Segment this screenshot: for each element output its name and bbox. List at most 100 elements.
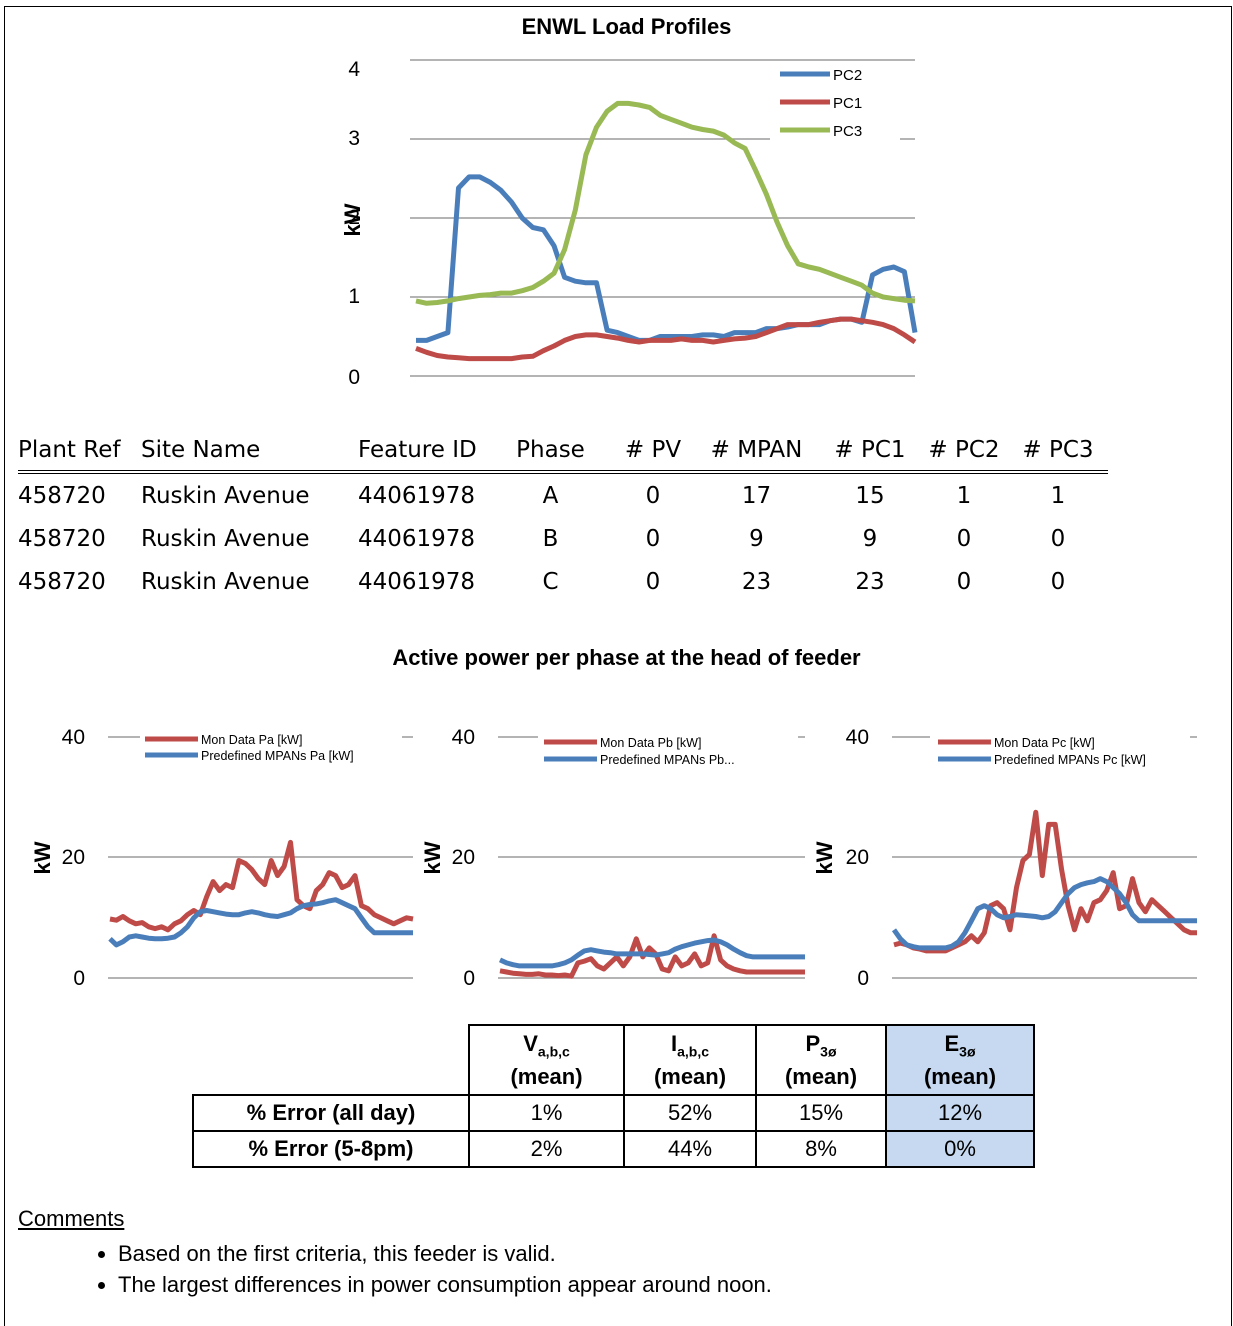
cell-phase: B	[542, 525, 559, 552]
cell-pv: 0	[645, 568, 661, 595]
y-axis-label: kW	[30, 841, 55, 874]
site-table-header-row: Plant Ref Site Name Feature ID Phase # P…	[18, 430, 1108, 474]
legend-label-mon: Mon Data Pb [kW]	[600, 736, 701, 750]
ytick-40: 40	[846, 726, 869, 749]
header-power: P3ø (mean)	[755, 1024, 887, 1096]
header-current: Ia,b,c (mean)	[623, 1024, 757, 1096]
y-axis-label: kW	[812, 841, 837, 874]
error-table: Va,b,c (mean) Ia,b,c (mean) P3ø (mean) E3ø(…	[192, 1024, 1035, 1168]
cell-pv: 0	[645, 525, 661, 552]
col-pc2: # PC2	[920, 430, 1008, 474]
error-table-header-row: Va,b,c (mean) Ia,b,c (mean) P3ø (mean) E3ø(…	[193, 1024, 1035, 1096]
plot-area	[891, 809, 1197, 954]
col-plant-ref: Plant Ref	[18, 430, 141, 474]
series-line-pc1	[415, 316, 917, 362]
y-axis-label: kW	[340, 203, 365, 236]
cell-pc3: 0	[1050, 568, 1066, 595]
section-title: Active power per phase at the head of fe…	[392, 645, 861, 670]
row-label: % Error (all day)	[192, 1094, 470, 1132]
cell-value: 44%	[623, 1130, 757, 1168]
cell-plant-ref: 458720	[18, 525, 106, 552]
cell-plant-ref: 458720	[18, 568, 106, 595]
col-pc1: # PC1	[820, 430, 920, 474]
cell-mpan: 17	[741, 482, 772, 509]
legend-label-mon: Mon Data Pc [kW]	[994, 736, 1095, 750]
ytick-2: 2	[348, 206, 360, 229]
ytick-40: 40	[452, 726, 475, 749]
ytick-0: 0	[463, 967, 475, 990]
series-line-predefined-mpans-pa-kw	[108, 897, 413, 948]
plot-area	[498, 933, 805, 979]
cell-feature-id: 44061978	[358, 482, 476, 509]
col-phase: Phase	[488, 430, 613, 474]
ytick-40: 40	[62, 726, 85, 749]
y-axis-label: kW	[420, 841, 445, 874]
cell-value: 15%	[755, 1094, 887, 1132]
cell-pc2: 1	[956, 482, 972, 509]
table-row: 458720 Ruskin Avenue 44061978 A 0 17 15 …	[18, 472, 1108, 517]
row-label: % Error (5-8pm)	[192, 1130, 470, 1168]
comments-list: Based on the first criteria, this feeder…	[65, 1238, 772, 1300]
series-line-pc2	[416, 174, 918, 343]
page-frame	[4, 6, 1232, 1326]
legend-label-predef: Predefined MPANs Pb...	[600, 753, 735, 767]
header-voltage: Va,b,c (mean)	[468, 1024, 625, 1096]
header-energy: E3ø (mean)	[885, 1024, 1035, 1096]
cell-pv: 0	[645, 482, 661, 509]
list-item: The largest differences in power consump…	[118, 1269, 772, 1300]
cell-site-name: Ruskin Avenue	[141, 568, 310, 595]
cell-value: 2%	[468, 1130, 625, 1168]
cell-value: 0%	[885, 1130, 1035, 1168]
col-site-name: Site Name	[141, 430, 358, 474]
legend-label-pc1: PC1	[833, 95, 862, 112]
ytick-20: 20	[846, 846, 869, 869]
cell-plant-ref: 458720	[18, 482, 106, 509]
series-line-pc3	[415, 100, 916, 306]
cell-pc1: 9	[862, 525, 878, 552]
cell-mpan: 9	[749, 525, 764, 552]
phase-c-chart: 40 20 0 kW Mon Data Pc [kW] Predefined M…	[812, 726, 1197, 990]
cell-pc2: 0	[956, 525, 972, 552]
cell-pc3: 0	[1050, 525, 1066, 552]
cell-phase: A	[542, 482, 559, 509]
cell-feature-id: 44061978	[358, 525, 476, 552]
ytick-0: 0	[348, 366, 360, 389]
table-row: % Error (all day) 1% 52% 15% 12%	[192, 1094, 1035, 1132]
legend-label-pc2: PC2	[833, 67, 862, 84]
cell-pc1: 23	[855, 568, 885, 595]
col-mpan: # MPAN	[693, 430, 820, 474]
comments-heading: Comments	[18, 1206, 125, 1231]
series-line-predefined-mpans-pb	[498, 937, 805, 969]
legend-label-mon: Mon Data Pa [kW]	[201, 733, 302, 747]
plot-area	[108, 839, 414, 948]
legend-label-pc3: PC3	[833, 123, 862, 140]
table-row: % Error (5-8pm) 2% 44% 8% 0%	[192, 1130, 1035, 1168]
cell-value: 1%	[468, 1094, 625, 1132]
ytick-0: 0	[73, 967, 85, 990]
ytick-20: 20	[452, 846, 475, 869]
cell-pc3: 1	[1050, 482, 1066, 509]
ytick-4: 4	[348, 58, 360, 81]
series-line-predefined-mpans-pc-kw	[891, 876, 1197, 951]
cell-site-name: Ruskin Avenue	[141, 482, 310, 509]
list-item: Based on the first criteria, this feeder…	[118, 1238, 772, 1269]
plot-area	[415, 100, 918, 362]
phase-a-chart: 40 20 0 kW Mon Data Pa [kW] Predefined M…	[30, 726, 414, 990]
load-profiles-title: ENWL Load Profiles	[521, 14, 732, 39]
series-line-mon-data-pb-kw	[499, 933, 805, 979]
col-pc3: # PC3	[1008, 430, 1108, 474]
series-line-mon-data-pc-kw	[893, 809, 1197, 954]
cell-site-name: Ruskin Avenue	[141, 525, 310, 552]
ytick-3: 3	[348, 127, 360, 150]
site-table: Plant Ref Site Name Feature ID Phase # P…	[18, 430, 1108, 603]
table-row: 458720 Ruskin Avenue 44061978 C 0 23 23 …	[18, 560, 1108, 603]
legend: PC2 PC1 PC3	[770, 62, 900, 142]
y-axis: 4 3 2 1 0 kW	[340, 58, 365, 389]
legend-label-predef: Predefined MPANs Pc [kW]	[994, 753, 1146, 767]
load-profiles-chart: 4 3 2 1 0 kW PC2 PC1 PC3	[340, 58, 918, 389]
legend-label-predef: Predefined MPANs Pa [kW]	[201, 749, 354, 763]
ytick-20: 20	[62, 846, 85, 869]
cell-pc2: 0	[956, 568, 972, 595]
cell-pc1: 15	[855, 482, 885, 509]
cell-feature-id: 44061978	[358, 568, 476, 595]
